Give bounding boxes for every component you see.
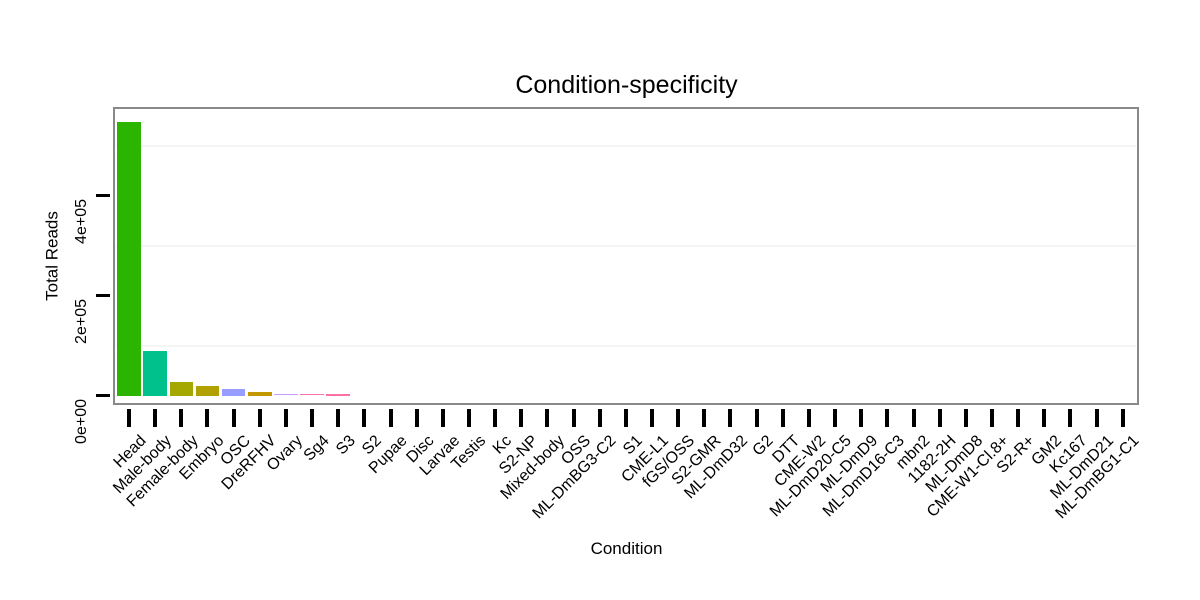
x-tick bbox=[1068, 409, 1073, 427]
x-tick bbox=[283, 409, 288, 427]
x-tick bbox=[885, 409, 890, 427]
y-tick-label: 4e+05 bbox=[73, 198, 90, 244]
x-tick bbox=[440, 409, 445, 427]
x-tick bbox=[911, 409, 916, 427]
x-tick bbox=[937, 409, 942, 427]
bar-DreRFHV bbox=[248, 392, 272, 396]
bar-S3 bbox=[326, 394, 350, 396]
x-tick bbox=[545, 409, 550, 427]
y-tick bbox=[96, 193, 110, 197]
minor-gridline bbox=[116, 344, 1136, 347]
x-tick bbox=[493, 409, 498, 427]
x-tick bbox=[780, 409, 785, 427]
x-tick-label: Sg4 bbox=[300, 432, 333, 465]
x-tick bbox=[1120, 409, 1125, 427]
y-tick bbox=[96, 293, 110, 297]
y-axis-title: Total Reads bbox=[42, 211, 62, 301]
x-tick bbox=[362, 409, 367, 427]
chart-title: Condition-specificity bbox=[515, 71, 738, 99]
x-tick bbox=[806, 409, 811, 427]
x-tick bbox=[205, 409, 210, 427]
x-tick bbox=[336, 409, 341, 427]
bar-OSC bbox=[221, 389, 246, 396]
bar-Ovary bbox=[274, 393, 298, 396]
y-tick-label: 0e+00 bbox=[73, 398, 90, 444]
x-tick bbox=[597, 409, 602, 427]
x-tick bbox=[127, 409, 131, 427]
x-tick bbox=[650, 409, 654, 427]
minor-gridline bbox=[116, 244, 1136, 247]
x-tick bbox=[1016, 409, 1021, 427]
y-tick bbox=[96, 393, 110, 397]
x-tick bbox=[153, 409, 158, 427]
x-tick bbox=[414, 409, 419, 427]
x-tick bbox=[963, 409, 968, 427]
x-tick bbox=[702, 409, 707, 427]
x-tick bbox=[754, 409, 759, 427]
x-tick bbox=[310, 409, 315, 427]
x-axis-title: Condition bbox=[590, 539, 663, 558]
x-tick bbox=[728, 409, 733, 427]
x-tick bbox=[859, 409, 864, 427]
x-tick bbox=[231, 409, 236, 427]
y-tick-label: 2e+05 bbox=[73, 298, 90, 344]
x-tick bbox=[623, 409, 628, 427]
x-tick bbox=[676, 409, 681, 427]
minor-gridline bbox=[116, 144, 1136, 147]
x-tick bbox=[519, 409, 524, 427]
x-tick bbox=[571, 409, 576, 427]
x-tick bbox=[466, 409, 471, 427]
x-tick bbox=[989, 409, 994, 427]
bar-Embryo bbox=[195, 385, 220, 396]
bar-Sg4 bbox=[300, 394, 324, 396]
x-tick bbox=[257, 409, 262, 427]
bar-Male-body bbox=[143, 351, 167, 396]
x-tick bbox=[833, 409, 838, 427]
x-tick bbox=[388, 409, 393, 427]
plot-panel bbox=[113, 107, 1139, 405]
bar-Head bbox=[117, 122, 141, 396]
x-tick-label: S3 bbox=[332, 432, 359, 459]
bar-Female-body bbox=[169, 381, 194, 396]
x-tick bbox=[1094, 409, 1099, 427]
x-tick bbox=[1042, 409, 1047, 427]
x-tick bbox=[179, 409, 184, 427]
